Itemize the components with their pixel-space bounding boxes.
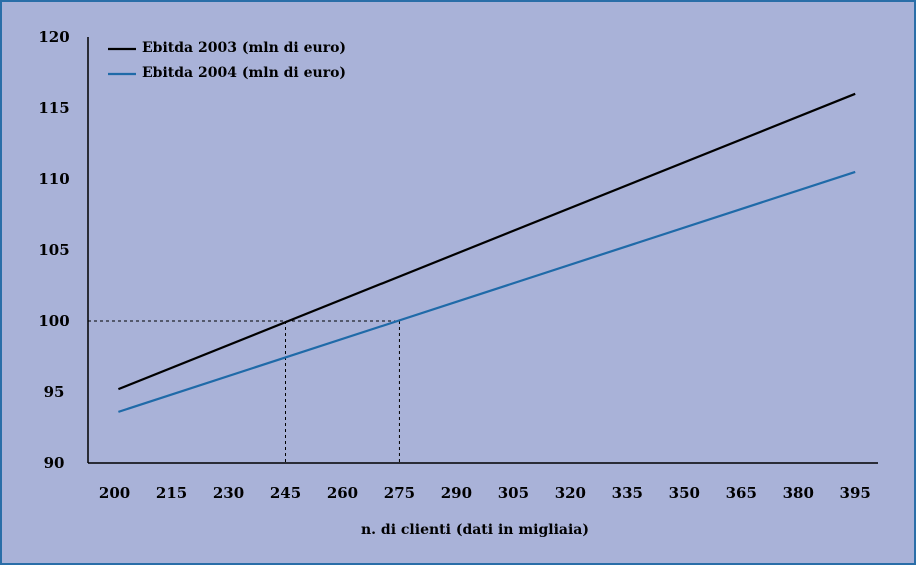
y-tick-label: 95 (44, 383, 65, 401)
legend-label: Ebitda 2003 (mln di euro) (142, 40, 346, 56)
x-tick-label: 305 (498, 484, 529, 502)
y-tick-label: 120 (38, 28, 69, 46)
x-tick-label: 260 (327, 484, 358, 502)
x-tick-label: 365 (726, 484, 757, 502)
x-tick-label: 320 (555, 484, 586, 502)
series-line-2 (118, 170, 856, 413)
x-tick-label: 275 (384, 484, 415, 502)
x-tick-label: 380 (783, 484, 814, 502)
y-tick-label: 115 (38, 99, 69, 117)
x-tick-label: 335 (612, 484, 643, 502)
y-tick-label: 90 (44, 454, 65, 472)
x-tick-label: 200 (99, 484, 130, 502)
legend-label: Ebitda 2004 (mln di euro) (142, 65, 346, 81)
y-tick-label: 110 (38, 170, 69, 188)
x-tick-label: 215 (156, 484, 187, 502)
x-tick-label: 245 (270, 484, 301, 502)
x-tick-label: 290 (441, 484, 472, 502)
x-tick-label: 350 (669, 484, 700, 502)
y-tick-label: 100 (38, 312, 69, 330)
x-tick-label: 395 (840, 484, 871, 502)
series-line-1 (117, 92, 856, 391)
x-tick-label: 230 (213, 484, 244, 502)
y-tick-label: 105 (38, 241, 69, 259)
x-axis-label: n. di clienti (dati in migliaia) (361, 522, 589, 538)
